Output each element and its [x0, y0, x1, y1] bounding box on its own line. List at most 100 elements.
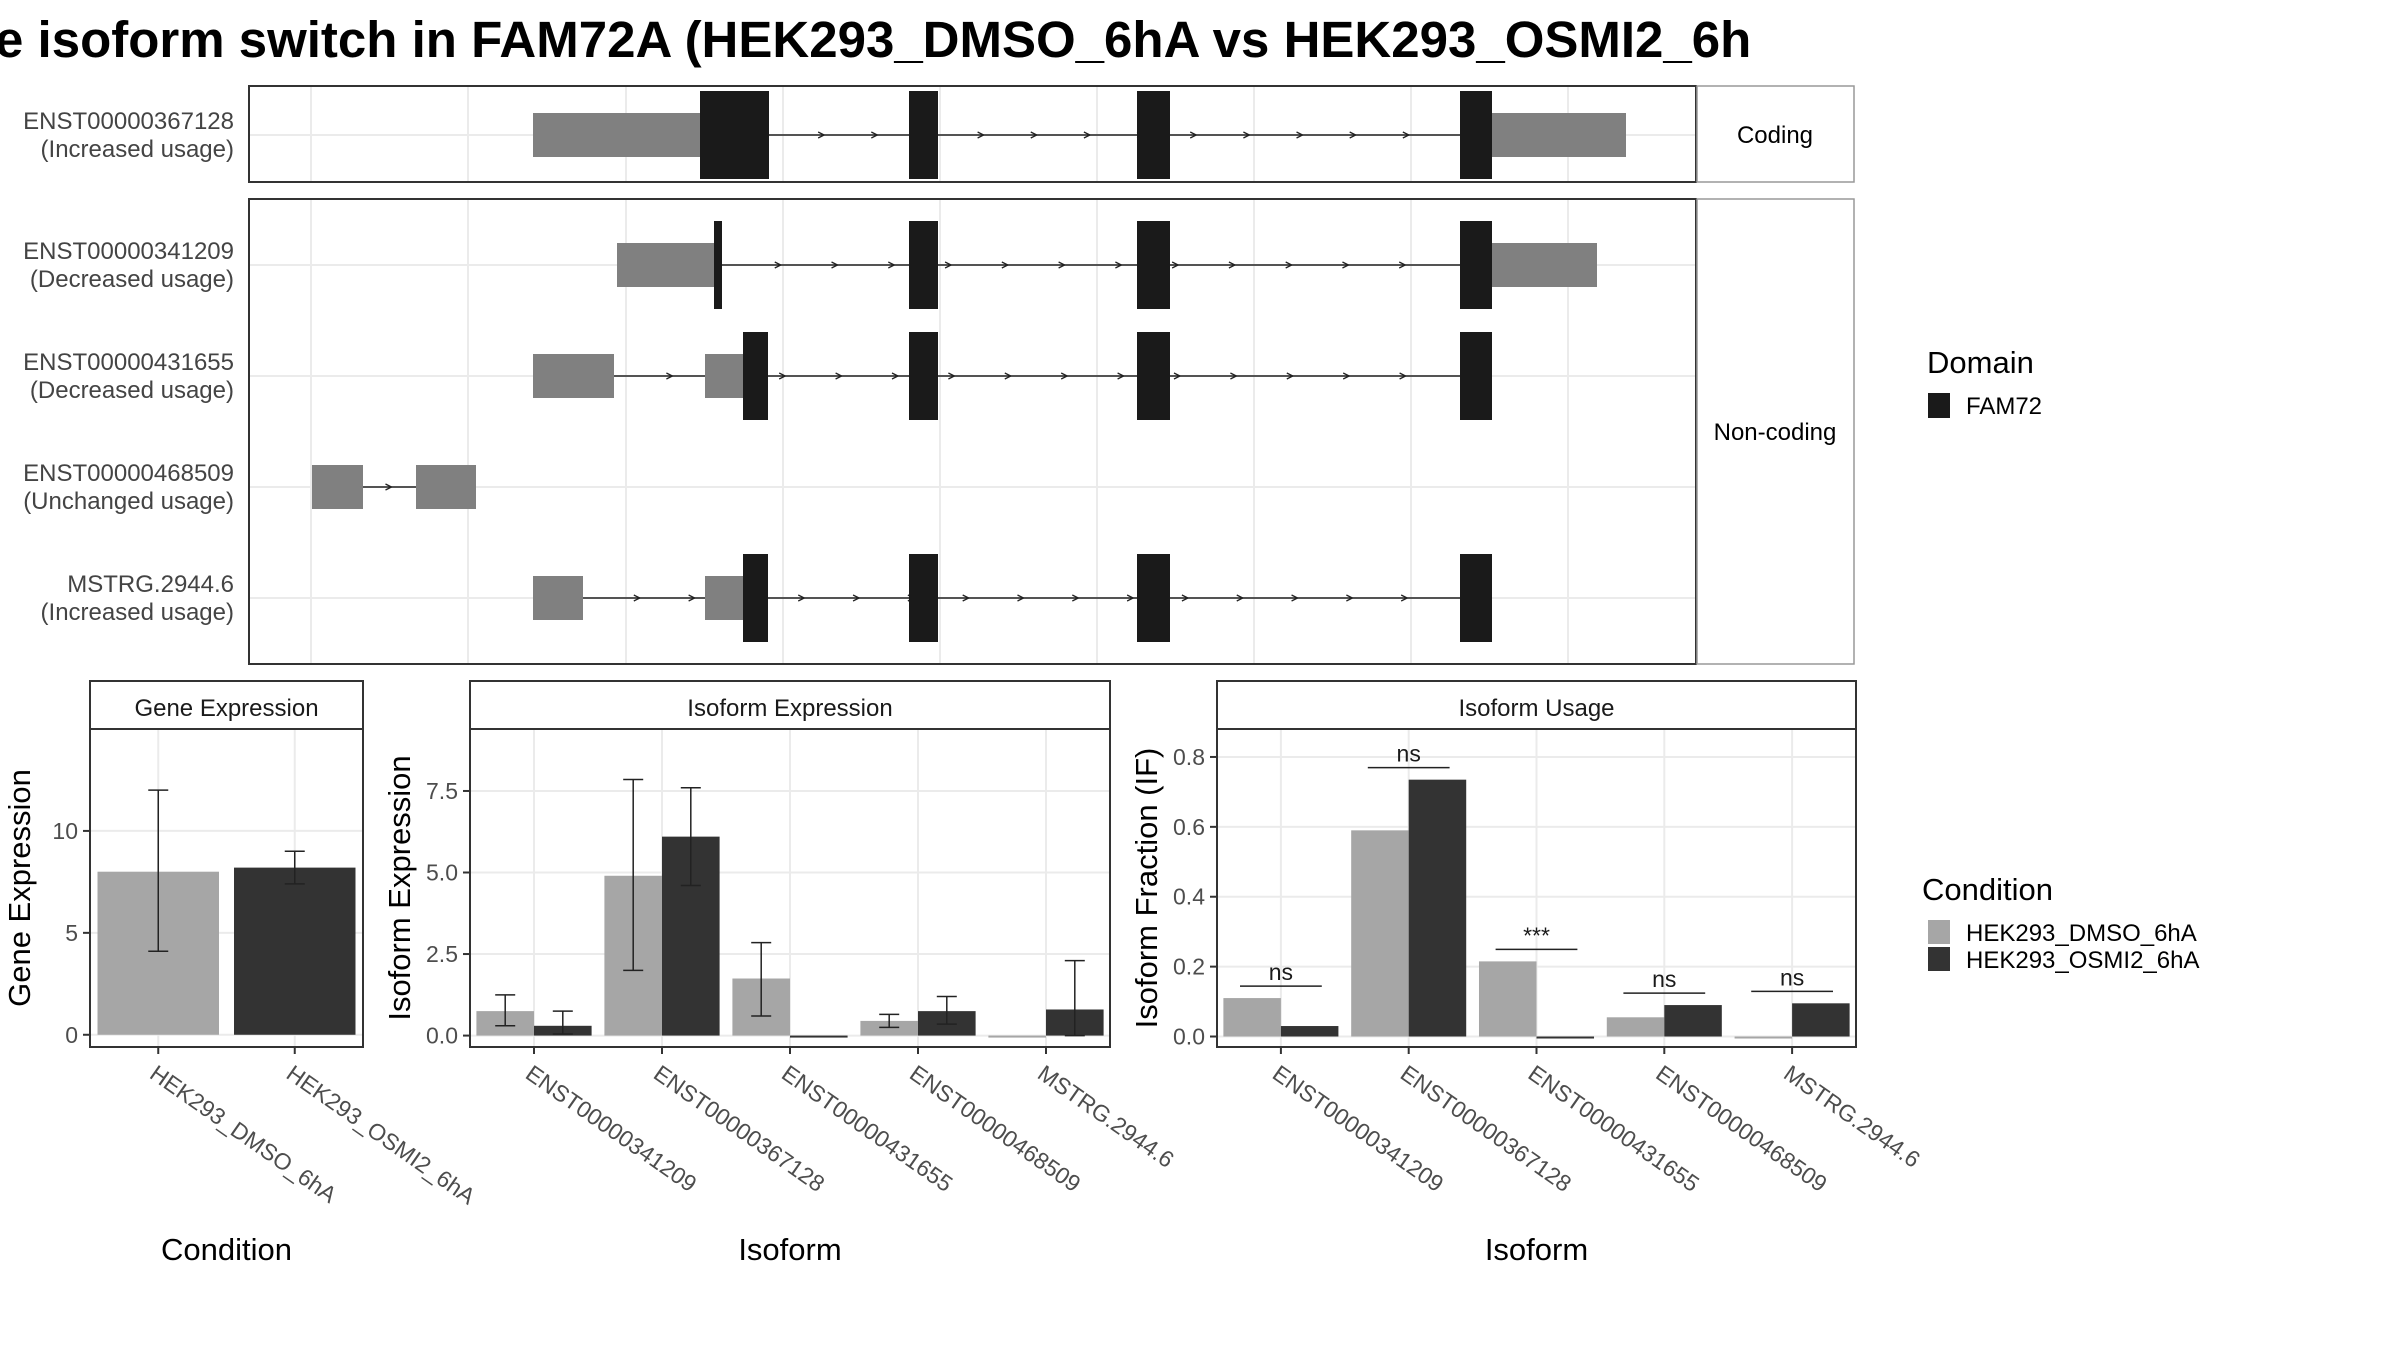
y-tick-label: 0.0	[1173, 1024, 1205, 1050]
intron-arrow	[1291, 594, 1300, 602]
intron-arrow	[1083, 131, 1092, 139]
bar	[1280, 1026, 1339, 1037]
intron-arrow	[633, 594, 642, 602]
panel-title: Gene Expression	[134, 695, 318, 722]
cds-exon	[1460, 221, 1492, 309]
x-axis-title: Isoform	[1485, 1232, 1588, 1267]
intron-arrow	[1001, 261, 1010, 269]
intron-arrow	[1181, 594, 1190, 602]
bar	[860, 1020, 918, 1036]
domain-legend-label: FAM72	[1966, 393, 2042, 420]
noncoding-isoform-id: MSTRG.2944.6	[67, 571, 234, 598]
y-tick-label: 10	[52, 818, 78, 844]
cds-exon	[1137, 221, 1170, 309]
utr-exon	[533, 113, 700, 157]
cds-exon	[909, 91, 938, 179]
noncoding-isoform-usage: (Decreased usage)	[30, 266, 234, 293]
y-tick-label: 0.8	[1173, 744, 1205, 770]
panel-strip	[89, 680, 364, 730]
utr-exon	[533, 354, 614, 398]
x-axis-title: Condition	[161, 1232, 292, 1267]
bar	[1792, 1003, 1850, 1037]
intron-arrow	[891, 372, 900, 380]
utr-exon	[533, 576, 583, 620]
noncoding-facet-panel	[248, 198, 1697, 665]
coding-isoform-id: ENST00000367128	[23, 108, 234, 135]
intron-arrow	[1126, 594, 1135, 602]
panel-border	[89, 728, 364, 1048]
y-axis-title: Gene Expression	[2, 769, 37, 1007]
intron-arrow	[385, 483, 393, 491]
condition-legend-swatch-osmi	[1928, 947, 1950, 971]
noncoding-facet-label: Non-coding	[1714, 419, 1837, 446]
bar	[1734, 1036, 1793, 1039]
cds-exon	[1137, 332, 1170, 420]
intron-arrow	[1285, 261, 1294, 269]
intron-arrow	[1115, 261, 1123, 269]
intron-arrow	[871, 131, 879, 139]
condition-legend-swatch-dmso	[1928, 920, 1950, 944]
significance-label: ***	[1523, 922, 1550, 948]
intron-arrow	[977, 131, 986, 139]
intron-arrow	[1243, 131, 1251, 139]
cds-exon	[1460, 554, 1492, 642]
intron-arrow	[831, 261, 839, 269]
y-tick-label: 0	[65, 1022, 78, 1048]
bar	[790, 1035, 848, 1038]
noncoding-isoform-id: ENST00000431655	[23, 349, 234, 376]
intron-arrow	[948, 372, 956, 380]
bar	[1536, 1036, 1595, 1039]
utr-exon	[705, 576, 743, 620]
isoform-structure-panel: Coding Non-coding ENST00000367128 (Incre…	[23, 85, 1855, 665]
bar	[1606, 1017, 1665, 1037]
y-axis-title: Isoform Expression	[382, 755, 417, 1020]
cds-exon	[700, 91, 769, 179]
cds-exon	[909, 332, 938, 420]
isoform-expression-panel: Isoform Expression0.02.55.07.5ENST000003…	[382, 680, 1179, 1267]
utr-exon	[705, 354, 743, 398]
bar	[1351, 830, 1409, 1037]
intron-arrow	[797, 594, 806, 602]
cds-exon	[1460, 91, 1492, 179]
intron-arrow	[1342, 372, 1351, 380]
condition-legend-title: Condition	[1922, 872, 2053, 907]
y-axis-title: Isoform Fraction (IF)	[1129, 748, 1164, 1029]
domain-legend: Domain FAM72	[1927, 345, 2042, 420]
bar	[1223, 998, 1281, 1037]
intron-arrow	[1399, 372, 1408, 380]
intron-arrow	[1030, 131, 1039, 139]
intron-arrow	[1058, 261, 1067, 269]
utr-exon	[312, 465, 363, 509]
y-tick-label: 0.4	[1173, 884, 1205, 910]
noncoding-isoform-id: ENST00000341209	[23, 238, 234, 265]
intron-arrow	[1342, 261, 1350, 269]
intron-arrow	[774, 261, 783, 269]
utr-exon	[617, 243, 714, 287]
cds-exon	[743, 332, 768, 420]
intron-arrow	[852, 594, 861, 602]
intron-arrow	[1286, 372, 1295, 380]
utr-exon	[416, 465, 476, 509]
y-tick-label: 2.5	[426, 941, 458, 967]
intron-arrow	[1228, 261, 1237, 269]
cds-exon	[909, 221, 938, 309]
domain-legend-title: Domain	[1927, 345, 2034, 380]
y-tick-label: 5.0	[426, 860, 458, 886]
intron-arrow	[1017, 594, 1025, 602]
cds-exon	[1137, 554, 1170, 642]
domain-legend-swatch	[1928, 393, 1950, 418]
y-tick-label: 7.5	[426, 778, 458, 804]
intron-arrow	[1171, 261, 1180, 269]
intron-arrow	[666, 372, 674, 380]
intron-arrow	[817, 131, 826, 139]
noncoding-isoform-id: ENST00000468509	[23, 460, 234, 487]
intron-arrow	[1004, 372, 1013, 380]
noncoding-facet-strip	[1696, 198, 1855, 665]
intron-arrow	[1189, 131, 1198, 139]
cds-exon	[909, 554, 938, 642]
condition-legend-label: HEK293_OSMI2_6hA	[1966, 947, 2199, 974]
intron-arrow	[962, 594, 971, 602]
panel-strip	[469, 680, 1111, 730]
cds-exon	[1460, 332, 1492, 420]
